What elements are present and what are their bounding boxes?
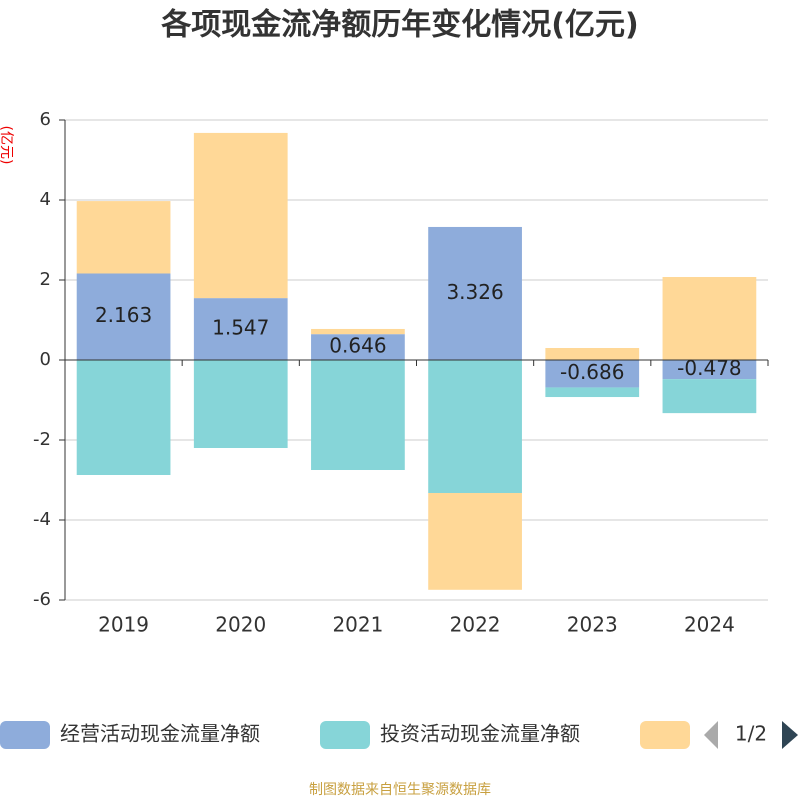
- x-tick-label: 2024: [684, 613, 735, 637]
- bar: [193, 132, 288, 299]
- legend-page: 1/2: [735, 722, 767, 746]
- y-tick-label: 6: [40, 109, 51, 130]
- y-tick-label: 0: [40, 349, 51, 370]
- source-note: 制图数据来自恒生聚源数据库: [309, 782, 491, 798]
- bar: [545, 387, 640, 398]
- data-label: -0.478: [677, 356, 741, 380]
- y-tick-label: 2: [40, 269, 51, 290]
- data-label: -0.686: [560, 360, 624, 384]
- bar: [193, 298, 288, 360]
- x-tick-label: 2022: [450, 613, 501, 637]
- legend-label: 投资活动现金流量净额: [380, 722, 580, 746]
- data-label: 0.646: [329, 334, 386, 358]
- bar: [662, 379, 757, 414]
- chart-title: 各项现金流净额历年变化情况(亿元): [160, 8, 638, 43]
- y-tick-label: -2: [33, 429, 51, 450]
- bar: [662, 360, 757, 380]
- x-tick-label: 2019: [98, 613, 149, 637]
- x-tick-label: 2021: [332, 613, 383, 637]
- legend-label: 经营活动现金流量净额: [60, 722, 260, 746]
- legend-swatch: [0, 721, 50, 749]
- bar: [545, 360, 640, 388]
- data-label: 1.547: [212, 316, 269, 340]
- bar: [311, 360, 405, 470]
- bar: [545, 348, 640, 360]
- y-axis-label: (亿元): [0, 126, 14, 165]
- data-label: 3.326: [446, 280, 503, 304]
- y-tick-label: -6: [33, 589, 51, 610]
- x-tick-label: 2023: [567, 613, 618, 637]
- bar: [311, 334, 405, 360]
- data-label: 2.163: [95, 303, 152, 327]
- bar: [193, 360, 288, 448]
- bar: [76, 360, 171, 475]
- bar: [428, 493, 522, 590]
- bar: [428, 360, 522, 493]
- x-tick-label: 2020: [215, 613, 266, 637]
- y-tick-label: 4: [40, 189, 51, 210]
- bar: [76, 273, 171, 360]
- y-tick-label: -4: [33, 509, 51, 530]
- bar: [428, 226, 522, 360]
- bar: [662, 277, 757, 360]
- bar: [311, 328, 405, 335]
- bar: [76, 201, 171, 274]
- legend-swatch: [640, 721, 690, 749]
- legend-prev: [704, 721, 718, 749]
- legend-swatch: [320, 721, 370, 749]
- legend-next[interactable]: [782, 721, 798, 749]
